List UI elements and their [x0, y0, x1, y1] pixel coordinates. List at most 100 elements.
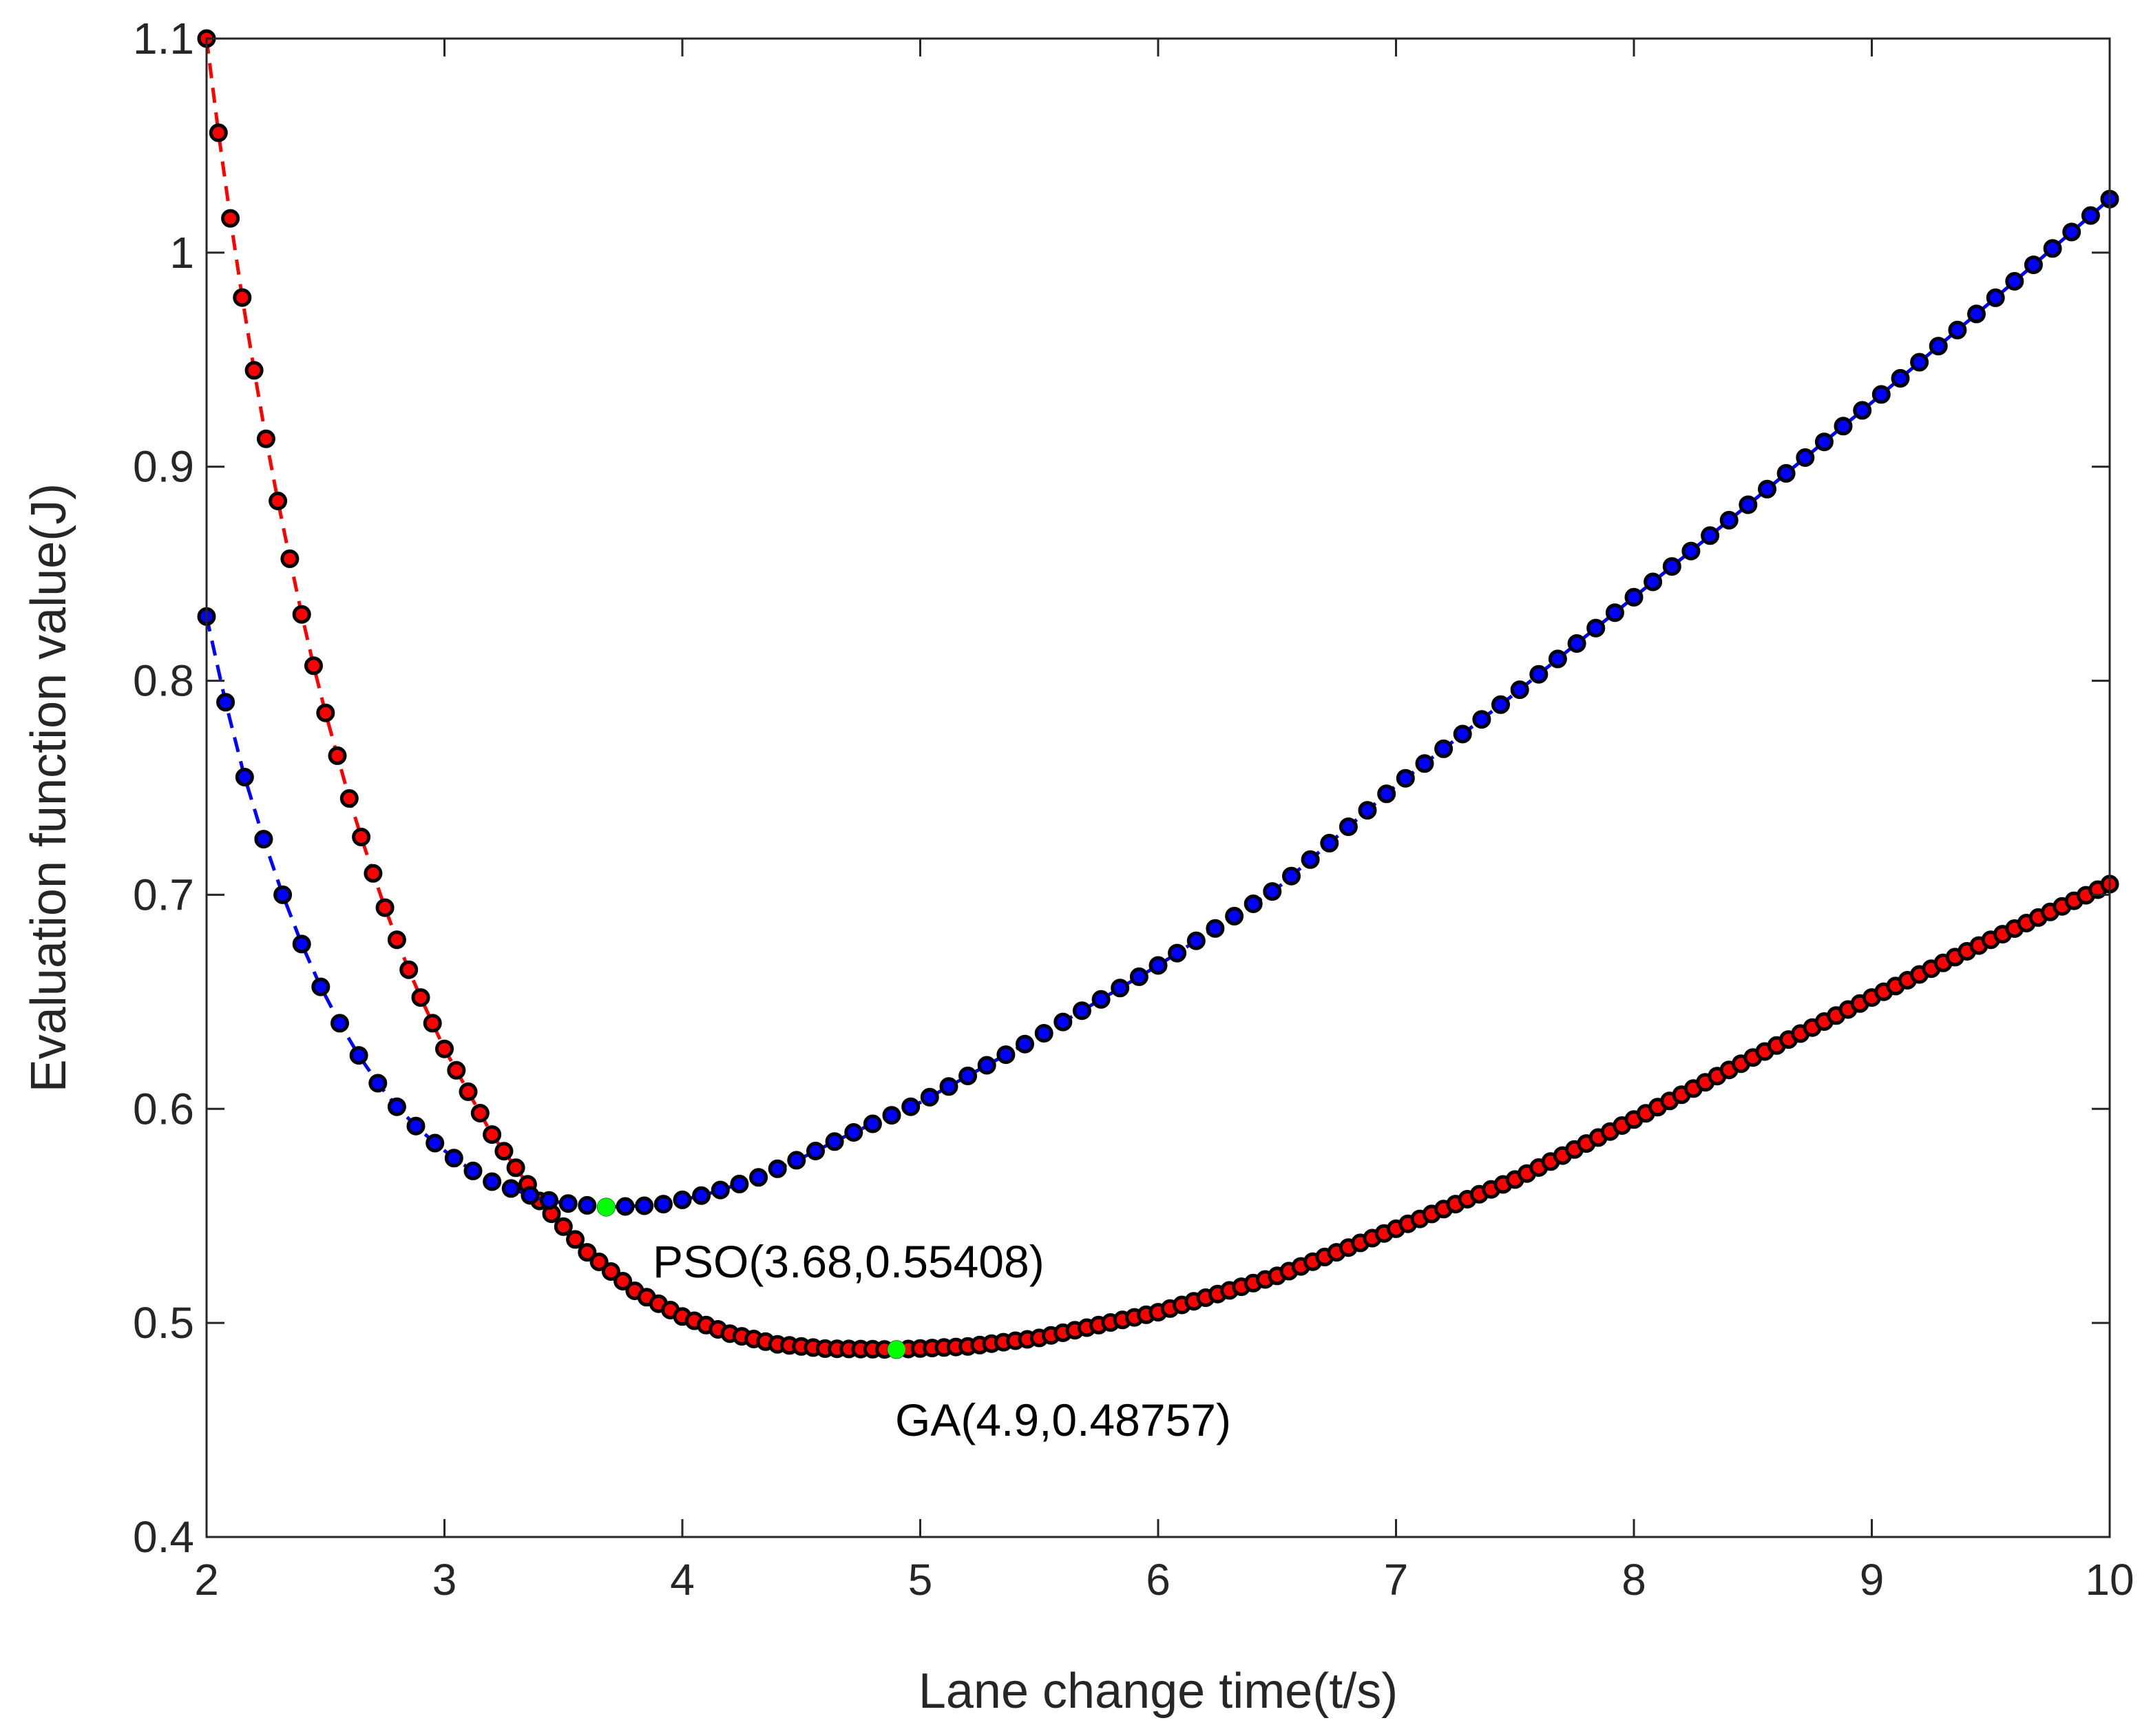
series-pso — [197, 189, 2119, 1217]
optimum-point-pso — [597, 1198, 616, 1216]
data-point-pso — [996, 1045, 1016, 1065]
data-point-pso — [2024, 255, 2043, 275]
data-point-pso — [787, 1151, 806, 1170]
data-point-pso — [330, 1014, 349, 1033]
annotations: PSO(3.68,0.55408) GA(4.9,0.48757) — [653, 1236, 1231, 1445]
data-point-pso — [1491, 695, 1510, 714]
data-point-pso — [311, 977, 330, 996]
data-point-pso — [1415, 754, 1434, 773]
data-point-pso — [1129, 967, 1148, 986]
x-tick-label: 9 — [1860, 1555, 1885, 1604]
data-point-pso — [673, 1190, 692, 1209]
data-point-pso — [1510, 680, 1529, 700]
data-point-ga — [578, 1243, 597, 1262]
data-point-ga — [613, 1272, 633, 1290]
data-point-pso — [578, 1195, 597, 1215]
data-point-ga — [483, 1125, 502, 1144]
data-point-pso — [730, 1174, 749, 1193]
data-point-ga — [292, 605, 311, 624]
data-point-pso — [1567, 634, 1586, 653]
data-point-ga — [328, 746, 347, 765]
y-tick-label: 0.4 — [133, 1512, 194, 1562]
ga-optimum-label: GA(4.9,0.48757) — [895, 1394, 1231, 1445]
data-point-ga — [589, 1253, 609, 1271]
x-tick-label: 8 — [1622, 1555, 1646, 1604]
data-point-pso — [254, 830, 273, 849]
data-point-pso — [1016, 1034, 1034, 1054]
data-point-pso — [1719, 510, 1739, 530]
data-point-pso — [1186, 931, 1206, 950]
data-point-ga — [280, 549, 300, 568]
data-point-pso — [977, 1056, 996, 1075]
data-point-pso — [1624, 587, 1644, 607]
data-point-pso — [711, 1180, 730, 1200]
data-point-pso — [920, 1087, 939, 1107]
data-point-pso — [387, 1097, 406, 1116]
data-point-pso — [825, 1132, 844, 1151]
y-tick-label: 0.5 — [133, 1298, 194, 1348]
data-point-pso — [1891, 368, 1910, 388]
data-point-ga — [601, 1262, 620, 1281]
data-point-pso — [1681, 541, 1701, 561]
data-point-pso — [540, 1191, 558, 1210]
data-point-pso — [2062, 222, 2081, 242]
data-point-pso — [1605, 603, 1624, 623]
y-tick-label: 0.7 — [133, 870, 194, 919]
data-point-ga — [221, 209, 240, 228]
x-tick-label: 5 — [908, 1555, 933, 1604]
data-point-pso — [1339, 817, 1358, 837]
data-point-pso — [958, 1066, 978, 1085]
data-point-pso — [692, 1186, 711, 1205]
data-point-pso — [1320, 833, 1339, 853]
y-tick-label: 1.1 — [133, 14, 194, 63]
axes: 2 3 4 5 6 7 8 9 10 0.4 0.5 0.6 0.7 0.8 0.9 1 1.1 — [133, 14, 2134, 1604]
data-point-pso — [426, 1133, 445, 1153]
plot-background — [207, 39, 2110, 1537]
data-point-pso — [1834, 417, 1853, 436]
data-point-pso — [349, 1046, 368, 1065]
data-point-pso — [1776, 463, 1796, 483]
data-point-pso — [235, 768, 254, 786]
data-point-pso — [1910, 353, 1929, 372]
x-tick-label: 4 — [670, 1555, 695, 1604]
data-point-ga — [423, 1014, 442, 1033]
data-point-ga — [494, 1142, 514, 1161]
data-point-pso — [1111, 979, 1130, 998]
y-tick-label: 0.8 — [133, 656, 194, 706]
data-point-pso — [1929, 337, 1948, 356]
data-point-pso — [501, 1179, 521, 1198]
data-point-pso — [1053, 1012, 1073, 1032]
data-point-pso — [1739, 495, 1758, 514]
data-point-ga — [447, 1060, 466, 1080]
data-point-pso — [558, 1194, 578, 1213]
data-point-pso — [863, 1114, 882, 1133]
data-point-pso — [1986, 288, 2005, 307]
data-point-pso — [635, 1196, 654, 1215]
data-point-ga — [269, 492, 288, 510]
data-point-ga — [316, 703, 335, 722]
data-point-pso — [292, 934, 311, 954]
data-point-pso — [1871, 385, 1891, 404]
data-point-pso — [1586, 618, 1606, 638]
data-point-pso — [1529, 665, 1549, 684]
data-point-ga — [470, 1104, 490, 1122]
data-point-ga — [411, 988, 430, 1007]
data-point-pso — [1814, 432, 1834, 452]
data-point-pso — [1701, 526, 1720, 545]
data-point-pso — [2043, 239, 2062, 258]
data-point-pso — [1358, 801, 1377, 820]
data-point-pso — [1091, 990, 1111, 1009]
data-point-pso — [1148, 956, 1168, 975]
data-point-pso — [901, 1097, 921, 1116]
pso-optimum-label: PSO(3.68,0.55408) — [653, 1236, 1045, 1287]
data-point-ga — [399, 960, 419, 979]
data-point-ga — [352, 828, 371, 846]
optimum-point-ga — [888, 1340, 905, 1359]
data-point-pso — [1853, 401, 1872, 420]
data-point-pso — [273, 885, 293, 904]
data-point-pso — [749, 1168, 768, 1187]
data-point-pso — [521, 1186, 540, 1205]
data-point-ga — [339, 789, 359, 808]
data-point-ga — [387, 930, 406, 950]
